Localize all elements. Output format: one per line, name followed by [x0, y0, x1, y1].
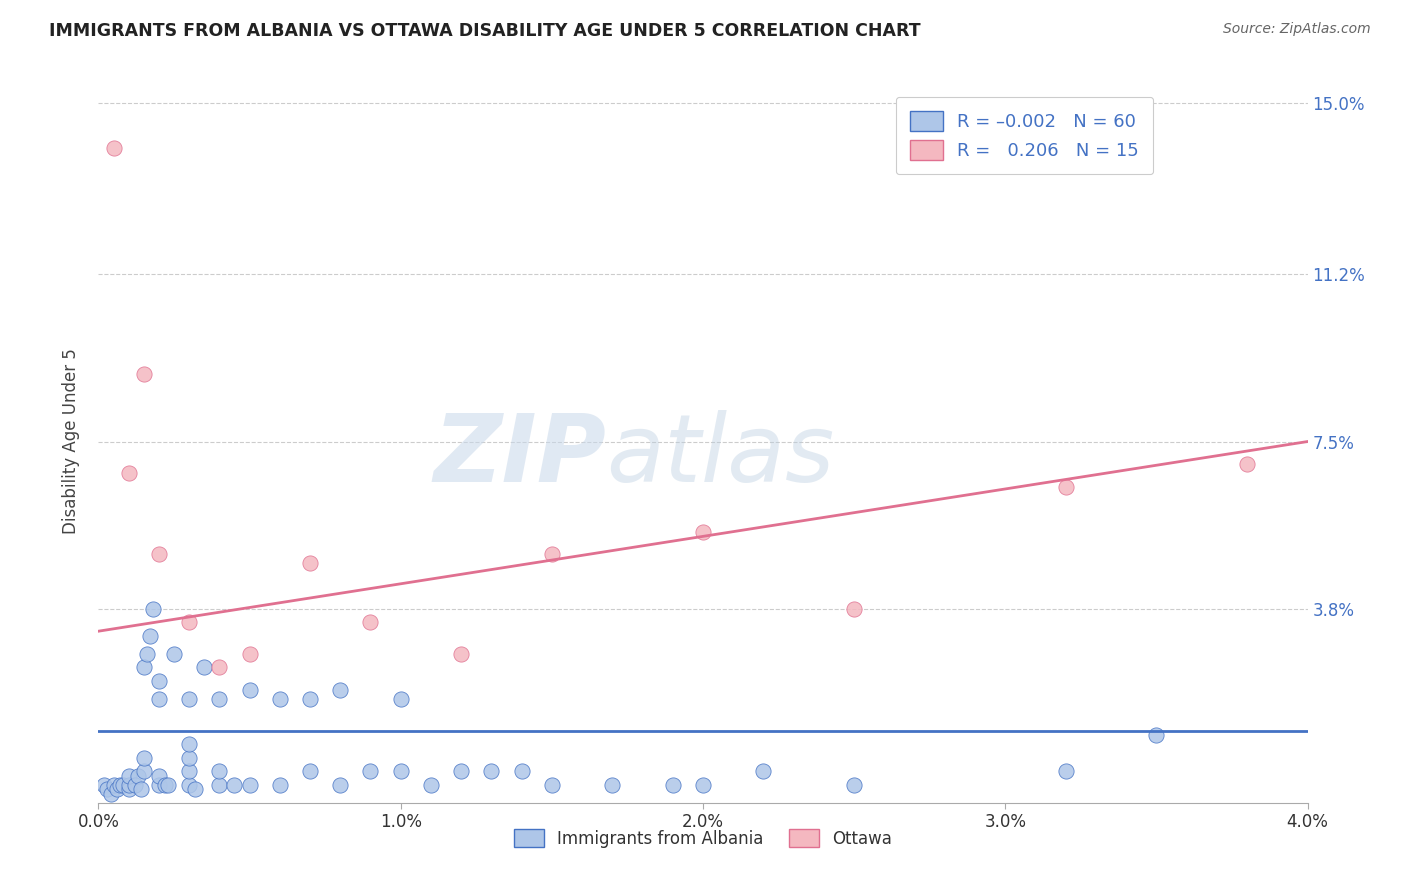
Point — [142, 601, 165, 615]
Point — [299, 557, 322, 571]
Point — [420, 778, 443, 792]
Point — [179, 764, 201, 779]
Point — [111, 778, 134, 792]
Point — [179, 692, 201, 706]
Point — [510, 764, 533, 779]
Point — [163, 647, 186, 661]
Point — [208, 764, 231, 779]
Point — [450, 647, 472, 661]
Point — [224, 778, 246, 792]
Point — [1054, 480, 1077, 494]
Point — [179, 778, 201, 792]
Point — [360, 764, 382, 779]
Point — [96, 782, 118, 797]
Point — [184, 782, 207, 797]
Point — [118, 778, 141, 792]
Point — [148, 692, 170, 706]
Point — [127, 769, 149, 783]
Text: ZIP: ZIP — [433, 410, 606, 502]
Point — [108, 778, 131, 792]
Point — [692, 778, 714, 792]
Point — [481, 764, 503, 779]
Point — [692, 524, 714, 539]
Point — [329, 682, 352, 697]
Point — [118, 782, 141, 797]
Point — [299, 764, 322, 779]
Point — [148, 673, 170, 688]
Point — [156, 778, 179, 792]
Point — [148, 769, 170, 783]
Point — [132, 750, 155, 764]
Point — [132, 367, 155, 381]
Point — [118, 769, 141, 783]
Point — [269, 692, 291, 706]
Point — [129, 782, 152, 797]
Point — [389, 692, 412, 706]
Point — [132, 764, 155, 779]
Point — [844, 778, 866, 792]
Point — [103, 778, 125, 792]
Point — [661, 778, 683, 792]
Point — [450, 764, 472, 779]
Point — [179, 750, 201, 764]
Text: Source: ZipAtlas.com: Source: ZipAtlas.com — [1223, 22, 1371, 37]
Point — [148, 778, 170, 792]
Point — [1146, 728, 1168, 742]
Point — [239, 682, 262, 697]
Point — [540, 778, 562, 792]
Point — [208, 660, 231, 674]
Point — [208, 778, 231, 792]
Point — [103, 141, 125, 155]
Point — [124, 778, 146, 792]
Point — [193, 660, 215, 674]
Point — [105, 782, 128, 797]
Point — [299, 692, 322, 706]
Point — [139, 629, 162, 643]
Y-axis label: Disability Age Under 5: Disability Age Under 5 — [62, 349, 80, 534]
Point — [118, 466, 141, 480]
Point — [360, 615, 382, 630]
Point — [540, 548, 562, 562]
Point — [179, 615, 201, 630]
Point — [132, 660, 155, 674]
Point — [1236, 457, 1258, 471]
Point — [93, 778, 115, 792]
Point — [602, 778, 624, 792]
Point — [389, 764, 412, 779]
Point — [148, 548, 170, 562]
Point — [239, 647, 262, 661]
Point — [329, 778, 352, 792]
Point — [239, 778, 262, 792]
Point — [135, 647, 157, 661]
Point — [153, 778, 176, 792]
Point — [269, 778, 291, 792]
Point — [844, 601, 866, 615]
Text: atlas: atlas — [606, 410, 835, 501]
Point — [179, 737, 201, 751]
Point — [100, 787, 122, 801]
Point — [1054, 764, 1077, 779]
Text: IMMIGRANTS FROM ALBANIA VS OTTAWA DISABILITY AGE UNDER 5 CORRELATION CHART: IMMIGRANTS FROM ALBANIA VS OTTAWA DISABI… — [49, 22, 921, 40]
Point — [752, 764, 775, 779]
Legend: Immigrants from Albania, Ottawa: Immigrants from Albania, Ottawa — [506, 821, 900, 856]
Point — [208, 692, 231, 706]
